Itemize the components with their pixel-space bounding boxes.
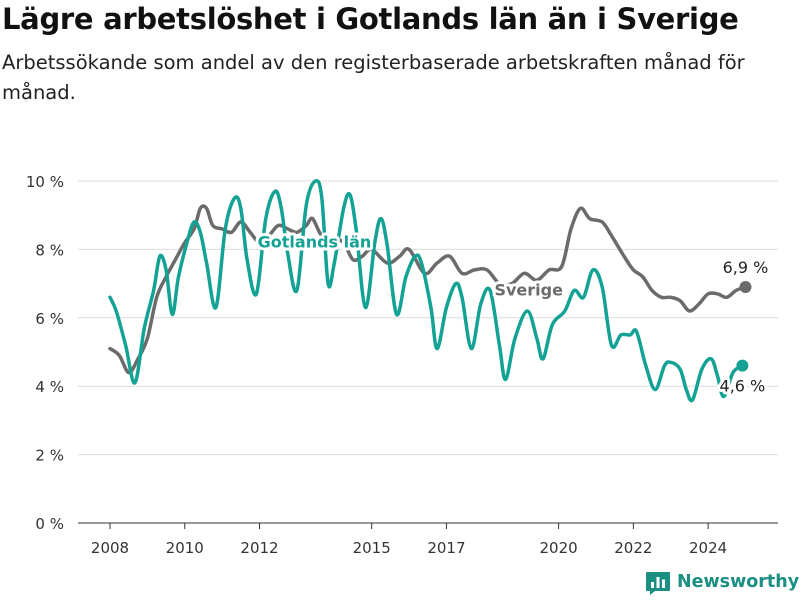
svg-text:Gotlands län: Gotlands län (258, 233, 372, 252)
y-tick-label: 6 % (35, 310, 64, 328)
x-tick-label: 2022 (614, 539, 652, 557)
series-end-value-label: 6,9 %6,9 % (720, 255, 772, 280)
brand-name: Newsworthy (677, 572, 800, 592)
chart-subtitle: Arbetssökande som andel av den registerb… (2, 51, 745, 104)
y-tick-label: 10 % (26, 173, 64, 191)
svg-text:Sverige: Sverige (494, 281, 563, 300)
y-tick-label: 0 % (35, 515, 64, 533)
y-tick-label: 4 % (35, 378, 64, 396)
x-tick-label: 2017 (427, 539, 465, 557)
x-axis: 2008 2010 2012 2015 2017 2020 2022 2024 (91, 523, 727, 557)
series-lines (108, 178, 752, 403)
bar-chart-logo-icon (646, 572, 670, 595)
series-line-gotlands-l-n (108, 178, 745, 403)
series-endpoint-sverige (739, 281, 752, 294)
x-tick-label: 2010 (166, 539, 204, 557)
y-tick-label: 2 % (35, 447, 64, 465)
x-tick-label: 2024 (689, 539, 727, 557)
svg-text:4,6 %: 4,6 % (720, 377, 766, 396)
y-tick-label: 8 % (35, 241, 64, 259)
newsworthy-logo[interactable]: Newsworthy (645, 569, 799, 595)
svg-text:Gotlands län: Gotlands län (258, 233, 372, 252)
x-tick-label: 2020 (539, 539, 577, 557)
series-endpoint-gotlands-l-n (736, 359, 749, 372)
x-tick-label: 2012 (240, 539, 278, 557)
gridlines (78, 180, 778, 524)
x-tick-label: 2015 (353, 539, 391, 557)
chart-title: Lägre arbetslöshet i Gotlands län än i S… (2, 2, 739, 36)
x-tick-label: 2008 (91, 539, 129, 557)
svg-text:6,9 %: 6,9 % (723, 258, 769, 277)
y-axis: 0 % 2 % 4 % 6 % 8 % 10 % (26, 173, 64, 533)
series-line-sverige (108, 204, 748, 375)
svg-text:4,6 %: 4,6 % (720, 377, 766, 396)
svg-text:Sverige: Sverige (494, 281, 563, 300)
series-end-value-label: 4,6 %4,6 % (717, 374, 769, 399)
svg-text:6,9 %: 6,9 % (723, 258, 769, 277)
